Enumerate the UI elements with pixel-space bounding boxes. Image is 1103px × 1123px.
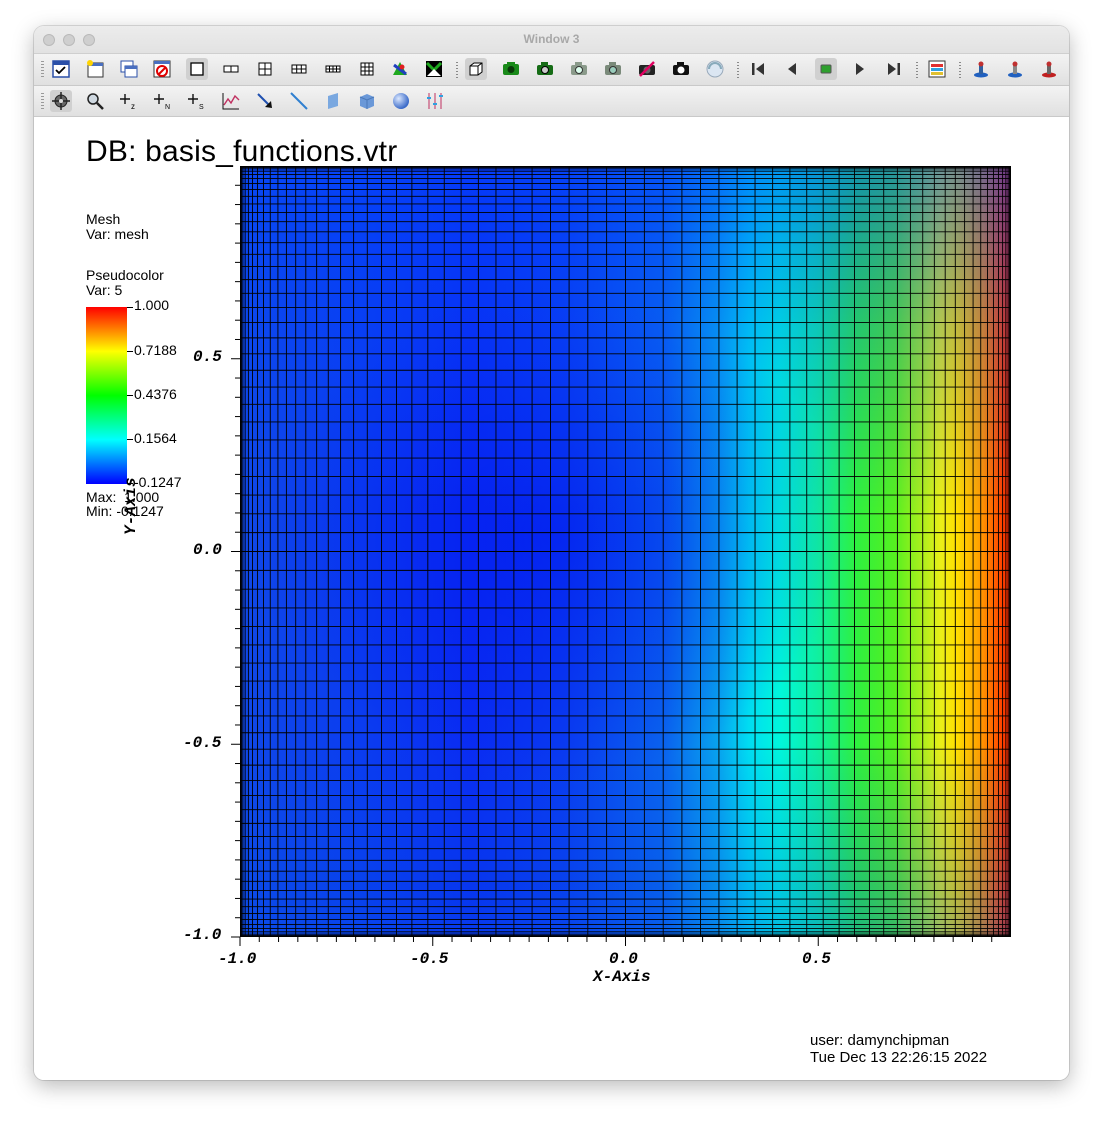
- camera-clear-icon[interactable]: [636, 58, 658, 80]
- y-tick-label: 0.5: [193, 348, 222, 366]
- mesh-grid: [241, 167, 1010, 936]
- toolbar-separator: [456, 62, 458, 78]
- pick-icon[interactable]: [254, 90, 276, 112]
- pseudocolor-legend-var: Var: 5: [86, 282, 123, 298]
- minimize-window-button[interactable]: [63, 34, 75, 46]
- colorbar: [86, 307, 127, 484]
- clone-window-icon[interactable]: [118, 58, 140, 80]
- play-icon[interactable]: [849, 58, 871, 80]
- x-axis-title: X-Axis: [593, 968, 651, 986]
- mesh-lines: [241, 167, 1010, 936]
- toggle-camera-icon[interactable]: [500, 58, 522, 80]
- camera-alt-icon[interactable]: [602, 58, 624, 80]
- toolbar-separator: [737, 62, 739, 78]
- x-tick-label: 0.5: [802, 950, 831, 968]
- lineout-s-icon[interactable]: S: [186, 90, 208, 112]
- camera-lock-icon[interactable]: [670, 58, 692, 80]
- reverse-icon[interactable]: [781, 58, 803, 80]
- colorbar-label: 0.1564: [134, 430, 177, 446]
- pseudocolor-max: Max: 1.000: [86, 489, 160, 505]
- svg-text:N: N: [165, 104, 170, 111]
- plane-icon[interactable]: [322, 90, 344, 112]
- mesh-legend: Mesh Var: mesh: [86, 212, 149, 242]
- layout-3x3-icon[interactable]: [356, 58, 378, 80]
- colorbar-tick: [127, 395, 133, 396]
- layout-2x3-icon[interactable]: [288, 58, 310, 80]
- pseudocolor-legend: Pseudocolor Var: 5: [86, 268, 164, 298]
- engine-alt-icon[interactable]: [1004, 58, 1026, 80]
- colorbar-label: 0.7188: [134, 342, 177, 358]
- save-image-icon[interactable]: [534, 58, 556, 80]
- toolbar-grip[interactable]: [41, 93, 44, 110]
- mesh-legend-plot: Mesh: [86, 211, 121, 227]
- window-title: Window 3: [523, 32, 580, 46]
- colorbar-tick: [127, 483, 133, 484]
- svg-text:S: S: [199, 104, 204, 111]
- pseudocolor-plot[interactable]: [240, 166, 1011, 937]
- lineout-z-icon[interactable]: z: [118, 90, 140, 112]
- toolbar-grip[interactable]: [41, 61, 44, 78]
- colorbar-label: -0.1247: [134, 474, 182, 490]
- toolbar-separator: [916, 62, 918, 78]
- stop-icon[interactable]: [815, 58, 837, 80]
- mesh-legend-var: Var: mesh: [86, 226, 149, 242]
- spin-icon[interactable]: [704, 58, 726, 80]
- curve-icon[interactable]: [220, 90, 242, 112]
- lock-view-icon[interactable]: [389, 58, 411, 80]
- interaction-toolbar: z N S: [34, 86, 1069, 117]
- new-window-icon[interactable]: [84, 58, 106, 80]
- layout-2x4-icon[interactable]: [322, 58, 344, 80]
- pseudocolor-min: Min: -0.1247: [86, 503, 164, 519]
- zoom-window-button[interactable]: [83, 34, 95, 46]
- view-3d-icon[interactable]: [465, 58, 487, 80]
- last-frame-icon[interactable]: [883, 58, 905, 80]
- active-window-icon[interactable]: [50, 58, 72, 80]
- user-info: user: damynchipman Tue Dec 13 22:26:15 2…: [810, 1032, 987, 1066]
- axis-sliders-icon[interactable]: [424, 90, 446, 112]
- camera-icon[interactable]: [568, 58, 590, 80]
- user-name: user: damynchipman: [810, 1032, 950, 1049]
- y-tick-label: -0.5: [183, 734, 222, 752]
- navigate-icon[interactable]: [50, 90, 72, 112]
- color-table-icon[interactable]: [926, 58, 948, 80]
- visit-window: Window 3: [34, 26, 1069, 1080]
- toggle-spin-icon[interactable]: [423, 58, 445, 80]
- engine-icon[interactable]: [970, 58, 992, 80]
- colorbar-label: 0.4376: [134, 386, 177, 402]
- layout-1x2-icon[interactable]: [220, 58, 242, 80]
- pseudocolor-legend-plot: Pseudocolor: [86, 267, 164, 283]
- lineout-n-icon[interactable]: N: [152, 90, 174, 112]
- engine-close-icon[interactable]: [1038, 58, 1060, 80]
- toolbar-separator: [959, 62, 961, 78]
- layout-1x1-icon[interactable]: [186, 58, 208, 80]
- colorbar-label: 1.000: [134, 297, 170, 313]
- colorbar-tick: [127, 351, 133, 352]
- svg-text:z: z: [131, 102, 135, 111]
- y-tick-label: -1.0: [183, 926, 222, 944]
- first-frame-icon[interactable]: [747, 58, 769, 80]
- box-icon[interactable]: [356, 90, 378, 112]
- main-toolbar: [34, 54, 1069, 86]
- layout-2x2-icon[interactable]: [254, 58, 276, 80]
- visualization-area[interactable]: DB: basis_functions.vtr Mesh Var: mesh P…: [34, 117, 1069, 1080]
- title-bar[interactable]: Window 3: [34, 26, 1069, 54]
- close-window-button[interactable]: [43, 34, 55, 46]
- timestamp: Tue Dec 13 22:26:15 2022: [810, 1049, 988, 1066]
- sphere-icon[interactable]: [390, 90, 412, 112]
- y-axis-title: Y-Axis: [122, 477, 140, 535]
- zoom-icon[interactable]: [84, 90, 106, 112]
- colorbar-tick: [127, 307, 133, 308]
- x-tick-label: -0.5: [410, 950, 449, 968]
- colorbar-tick: [127, 439, 133, 440]
- line-icon[interactable]: [288, 90, 310, 112]
- delete-window-icon[interactable]: [151, 58, 173, 80]
- database-title: DB: basis_functions.vtr: [86, 135, 398, 168]
- x-tick-label: 0.0: [609, 950, 638, 968]
- x-tick-label: -1.0: [218, 950, 257, 968]
- y-tick-label: 0.0: [193, 541, 222, 559]
